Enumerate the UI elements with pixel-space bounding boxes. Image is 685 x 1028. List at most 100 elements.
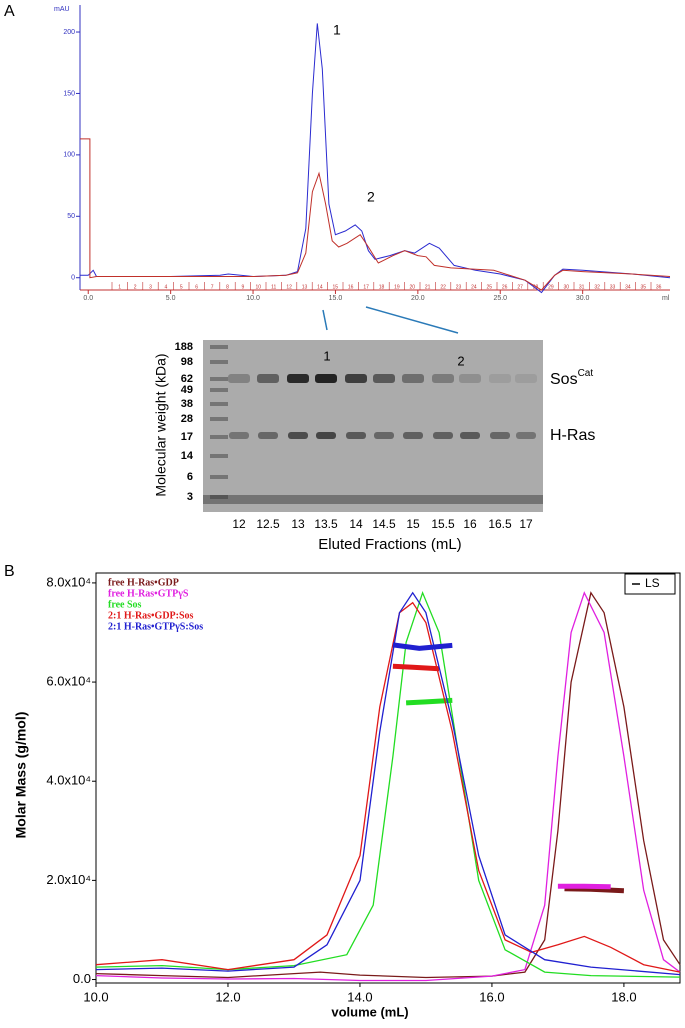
fraction-label: 11 [271,284,276,290]
fraction-label: 26 [502,284,508,290]
y-axis-label: mAU [54,6,70,13]
legend-entry: free H-Ras•GDP [108,577,179,588]
molar-mass [405,697,453,706]
x-axis-title: volume (mL) [331,1004,408,1019]
band-name: Sos [550,371,578,388]
trace [95,590,681,978]
ladder-band [210,454,228,458]
fraction-label: 30 [564,284,570,290]
plot-frame [95,572,681,984]
fraction-label: 4 [165,284,168,290]
ras-band [229,432,249,439]
gel-x-title: Eluted Fractions (mL) [318,536,461,553]
fraction-label: 8 [226,284,229,290]
fraction-label: 20 [410,284,416,290]
panel-label: B [4,563,15,580]
fraction-label: 16 [348,284,354,290]
x-tick-label: 0.0 [83,295,93,302]
mw-label: 14 [181,450,194,462]
fraction-label: 7 [211,284,214,290]
fraction-label: 36 [656,284,662,290]
lane-label: 14.5 [372,517,396,531]
sos-band [515,374,537,383]
legend-label: LS [645,576,660,590]
fraction-label: 2 [134,284,137,290]
fraction-label: 31 [579,284,585,290]
trace [80,138,671,291]
fraction-label: 13 [302,284,308,290]
band-sup: Cat [578,368,594,379]
band-label: SosCat [550,368,593,389]
sos-band [489,374,511,383]
lane-label: 17 [519,517,533,531]
ras-band [490,432,510,439]
lane-label: 12 [232,517,246,531]
ras-band [346,432,366,439]
x-tick-label: 15.0 [329,295,343,302]
mw-label: 6 [187,471,193,483]
gel-y-title: Molecular weight (kDa) [153,353,169,496]
peak-label: 2 [457,353,464,368]
lane-label: 14 [349,517,363,531]
peak-label: 1 [323,348,330,363]
x-tick-label: 18.0 [611,989,636,1004]
fraction-label: 10 [256,284,262,290]
ladder-band [210,435,228,439]
fraction-label: 28 [533,284,539,290]
legend-entry: free Sos [108,599,142,610]
mw-label: 3 [187,491,193,503]
ras-band [374,432,394,439]
y-tick-label: 0 [71,275,75,282]
fraction-label: 14 [317,284,323,290]
mw-label: 62 [181,373,193,385]
sos-band [432,374,454,383]
y-tick-label: 200 [63,29,75,36]
x-tick-label: 10.0 [246,295,260,302]
molar-mass [392,663,440,672]
fraction-label: 22 [440,284,446,290]
fraction-label: 6 [195,284,198,290]
ladder-band [210,402,228,406]
peak-label: 2 [367,189,375,205]
legend-entry: 2:1 H-Ras•GTPγS:Sos [108,621,203,632]
gel-image [203,340,543,512]
legend-entry: free H-Ras•GTPγS [108,588,189,599]
lane-label: 16.5 [488,517,512,531]
mw-label: 17 [181,431,193,443]
x-tick-label: 30.0 [576,295,590,302]
fraction-label: 3 [149,284,152,290]
sos-band [228,374,250,383]
mw-label: 98 [181,356,193,368]
trace [95,591,681,976]
trace [80,23,671,294]
legend-entry: 2:1 H-Ras•GDP:Sos [108,610,194,621]
sos-band [287,374,309,383]
molar-mass [564,886,625,894]
ladder-band [210,345,228,349]
ras-band [433,432,453,439]
ras-band [288,432,308,439]
y-tick-label: 2.0x10⁴ [46,872,91,887]
lane-label: 13.5 [314,517,338,531]
lane-label: 12.5 [256,517,280,531]
trace [95,591,681,982]
y-tick-label: 0.0 [73,971,91,986]
fraction-label: 34 [625,284,631,290]
sos-band [402,374,424,383]
x-tick-label: 16.0 [479,989,504,1004]
fraction-label: 19 [394,284,400,290]
fraction-label: 12 [286,284,292,290]
sos-band [459,374,481,383]
y-axis-title: Molar Mass (g/mol) [13,712,29,839]
sos-band [345,374,367,383]
ras-band [316,432,336,439]
ras-band [516,432,536,439]
legend-box [624,573,676,595]
x-tick-label: 25.0 [493,295,507,302]
ras-band [460,432,480,439]
molar-mass [392,642,453,651]
sos-band [373,374,395,383]
ladder-band [210,417,228,421]
y-tick-label: 6.0x10⁴ [46,674,91,689]
fraction-label: 27 [517,284,523,290]
